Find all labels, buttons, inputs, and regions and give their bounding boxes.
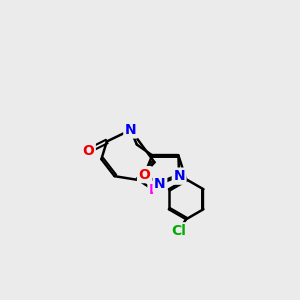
Text: N: N <box>173 169 185 183</box>
Text: N: N <box>154 177 166 191</box>
Text: Cl: Cl <box>171 224 186 238</box>
Text: O: O <box>139 168 150 182</box>
Text: F: F <box>149 183 158 197</box>
Text: N: N <box>125 123 136 137</box>
Text: O: O <box>82 144 94 158</box>
